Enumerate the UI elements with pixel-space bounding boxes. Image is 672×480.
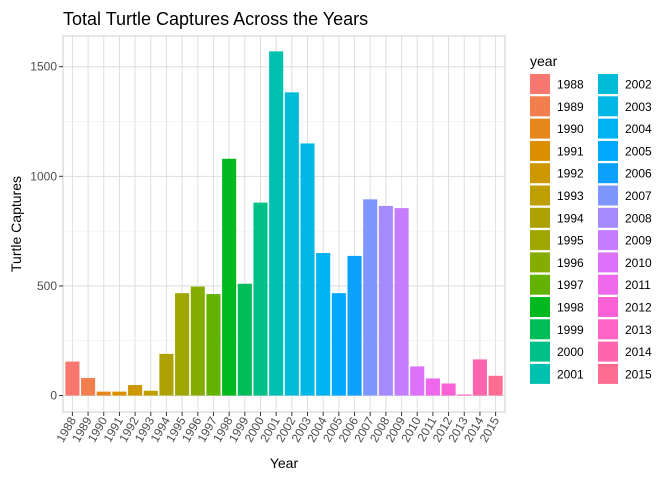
legend-label-2010: 2010 bbox=[625, 256, 652, 270]
legend-key-1993 bbox=[530, 185, 550, 206]
legend-label-2008: 2008 bbox=[625, 211, 652, 225]
y-axis-ticks: 0 500 1000 1500 bbox=[30, 60, 63, 403]
legend-label-2004: 2004 bbox=[625, 122, 652, 136]
bar-2001 bbox=[269, 51, 284, 396]
legend-key-1994 bbox=[530, 207, 550, 228]
legend-label-2002: 2002 bbox=[625, 78, 652, 92]
legend-label-2001: 2001 bbox=[557, 367, 584, 381]
legend-key-1992 bbox=[530, 163, 550, 184]
legend-label-1988: 1988 bbox=[557, 78, 584, 92]
bar-2002 bbox=[284, 92, 299, 396]
bar-2009 bbox=[394, 208, 409, 396]
legend-label-2003: 2003 bbox=[625, 100, 652, 114]
bar-1998 bbox=[222, 158, 237, 396]
bar-1997 bbox=[206, 294, 221, 396]
y-tick-label: 500 bbox=[37, 279, 57, 293]
legend-key-2007 bbox=[598, 185, 618, 206]
bar-2000 bbox=[253, 202, 268, 396]
legend-label-2014: 2014 bbox=[625, 345, 652, 359]
bar-1990 bbox=[96, 391, 111, 396]
y-tick-label: 1500 bbox=[30, 60, 57, 74]
chart-title: Total Turtle Captures Across the Years bbox=[63, 9, 368, 29]
bar-1995 bbox=[175, 293, 190, 396]
legend-key-1988 bbox=[530, 74, 550, 94]
legend-key-2011 bbox=[598, 274, 618, 295]
bar-2015 bbox=[488, 375, 503, 396]
legend-key-1990 bbox=[530, 118, 550, 139]
x-axis-title: Year bbox=[270, 455, 299, 471]
legend-key-2001 bbox=[530, 363, 550, 384]
legend-label-1991: 1991 bbox=[557, 144, 584, 158]
bar-2014 bbox=[472, 359, 487, 396]
bar-2013 bbox=[457, 394, 472, 396]
bar-1993 bbox=[143, 390, 158, 396]
bars bbox=[65, 51, 503, 396]
bar-2004 bbox=[316, 253, 331, 396]
legend-key-2003 bbox=[598, 96, 618, 117]
legend-key-2008 bbox=[598, 207, 618, 228]
legend-label-2005: 2005 bbox=[625, 144, 652, 158]
legend-key-2009 bbox=[598, 230, 618, 251]
legend-key-1999 bbox=[530, 319, 550, 340]
legend-label-2009: 2009 bbox=[625, 234, 652, 248]
y-axis-title: Turtle Captures bbox=[8, 176, 24, 272]
bar-1992 bbox=[128, 385, 143, 396]
legend-key-1998 bbox=[530, 297, 550, 317]
legend-key-2013 bbox=[598, 319, 618, 340]
bar-2006 bbox=[347, 255, 362, 396]
legend-label-1993: 1993 bbox=[557, 189, 584, 203]
legend-title: year bbox=[530, 53, 558, 69]
plot-panel bbox=[62, 35, 506, 413]
legend-label-1997: 1997 bbox=[557, 278, 584, 292]
legend-label-2000: 2000 bbox=[557, 345, 584, 359]
legend-key-1989 bbox=[530, 96, 550, 117]
legend-key-1997 bbox=[530, 274, 550, 295]
legend-label-1995: 1995 bbox=[557, 234, 584, 248]
bar-2007 bbox=[363, 199, 378, 396]
bar-2012 bbox=[441, 383, 456, 396]
legend-key-2004 bbox=[598, 118, 618, 139]
legend-key-2015 bbox=[598, 363, 618, 384]
bar-2003 bbox=[300, 143, 315, 396]
legend-items: 1988 1989 1990 1991 1992 1993 1994 1995 1996 1997… bbox=[530, 74, 652, 384]
legend-key-2002 bbox=[598, 74, 618, 94]
legend-label-2012: 2012 bbox=[625, 301, 652, 315]
legend-key-2005 bbox=[598, 140, 618, 161]
y-tick-label: 1000 bbox=[30, 169, 57, 183]
legend: year 1988 1989 1990 1991 1992 1993 1994 1995 199… bbox=[530, 53, 652, 384]
legend-key-2000 bbox=[530, 341, 550, 362]
bar-2005 bbox=[331, 293, 346, 396]
bar-2011 bbox=[425, 378, 440, 396]
legend-label-1996: 1996 bbox=[557, 256, 584, 270]
legend-key-1995 bbox=[530, 230, 550, 251]
legend-label-1992: 1992 bbox=[557, 167, 584, 181]
y-tick-label: 0 bbox=[50, 389, 57, 403]
bar-2010 bbox=[410, 366, 425, 396]
legend-key-2014 bbox=[598, 341, 618, 362]
bar-1989 bbox=[81, 378, 96, 396]
legend-label-2015: 2015 bbox=[625, 367, 652, 381]
legend-label-2013: 2013 bbox=[625, 323, 652, 337]
bar-1994 bbox=[159, 353, 174, 396]
legend-key-2006 bbox=[598, 163, 618, 184]
bar-1988 bbox=[65, 361, 80, 396]
legend-label-1989: 1989 bbox=[557, 100, 584, 114]
bar-1991 bbox=[112, 391, 127, 396]
legend-key-1991 bbox=[530, 140, 550, 161]
legend-key-2010 bbox=[598, 252, 618, 273]
x-axis-ticks: 1988198919901991199219931994199519961997… bbox=[54, 412, 502, 445]
bar-1999 bbox=[237, 283, 252, 396]
legend-label-1998: 1998 bbox=[557, 301, 584, 315]
bar-1996 bbox=[190, 286, 205, 396]
bar-2008 bbox=[378, 205, 393, 396]
legend-label-2011: 2011 bbox=[625, 278, 651, 292]
legend-label-1994: 1994 bbox=[557, 211, 584, 225]
legend-label-2007: 2007 bbox=[625, 189, 652, 203]
legend-key-1996 bbox=[530, 252, 550, 273]
legend-label-1990: 1990 bbox=[557, 122, 584, 136]
legend-key-2012 bbox=[598, 297, 618, 317]
legend-label-1999: 1999 bbox=[557, 323, 584, 337]
legend-label-2006: 2006 bbox=[625, 167, 652, 181]
